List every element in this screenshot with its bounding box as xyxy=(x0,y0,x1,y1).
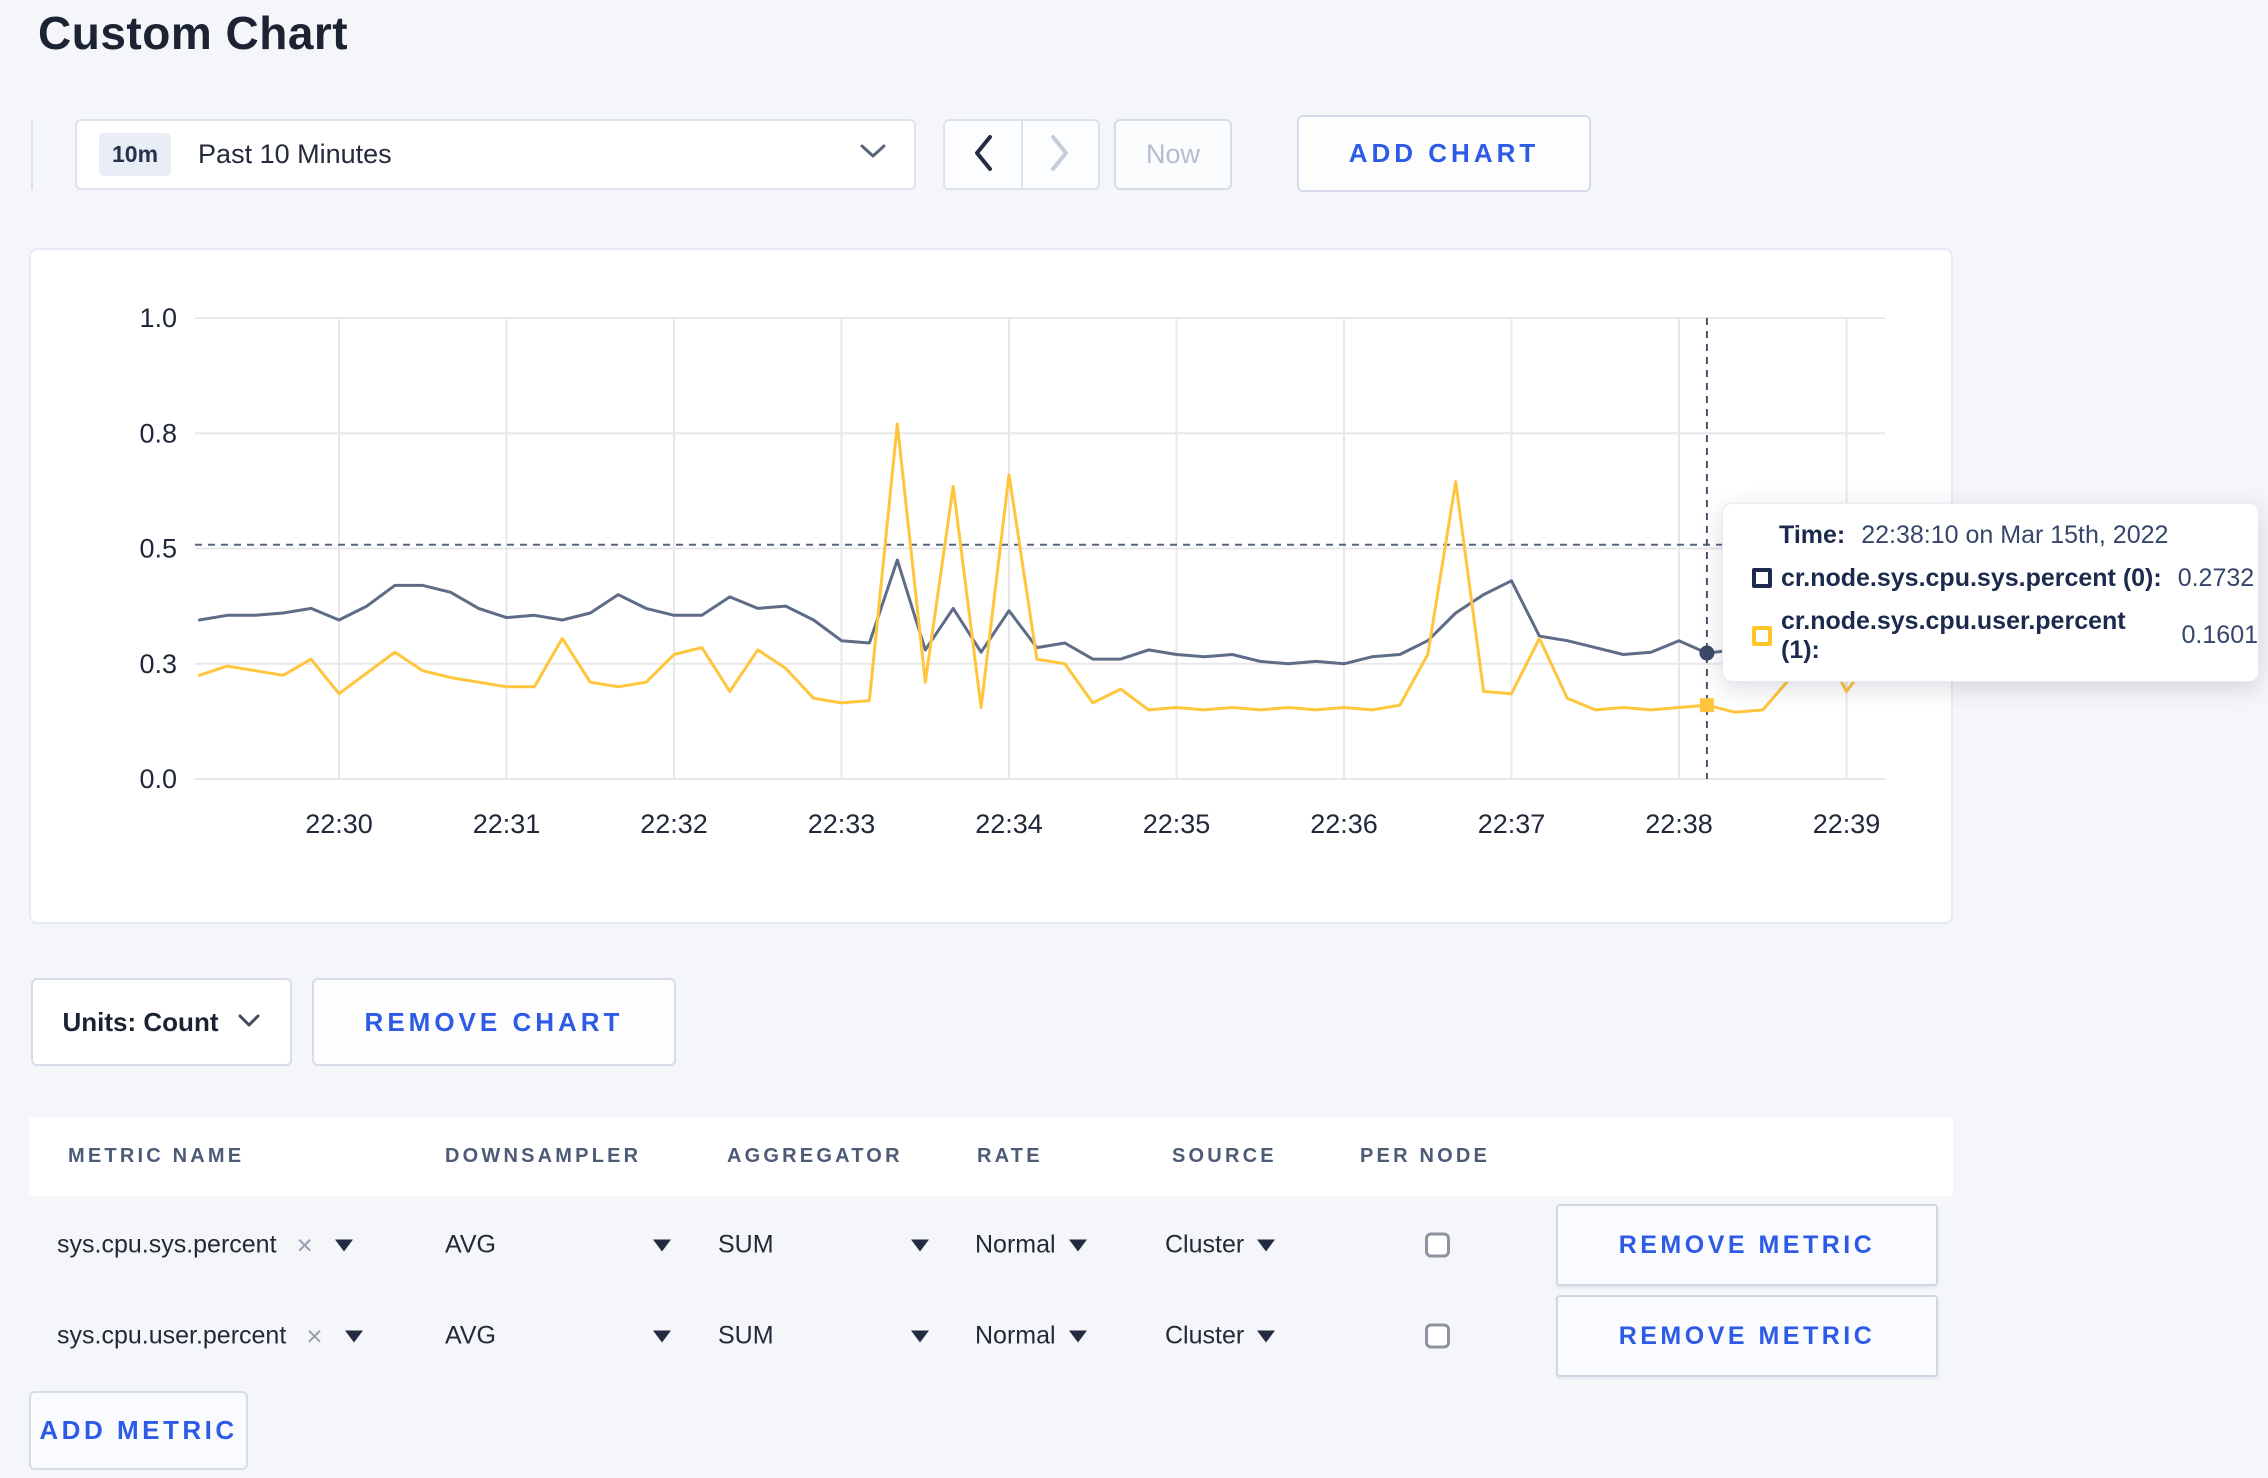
svg-text:22:31: 22:31 xyxy=(473,809,541,839)
svg-text:22:36: 22:36 xyxy=(1310,809,1378,839)
svg-text:22:37: 22:37 xyxy=(1478,809,1546,839)
col-header-source: SOURCE xyxy=(1172,1145,1277,1167)
source-value: Cluster xyxy=(1165,1321,1245,1350)
col-header-metric-name: METRIC NAME xyxy=(68,1145,245,1167)
caret-down-icon xyxy=(1068,1330,1087,1342)
downsampler-select[interactable]: AVG xyxy=(445,1322,671,1351)
time-pager xyxy=(943,119,1100,190)
aggregator-select[interactable]: SUM xyxy=(718,1322,929,1351)
units-label: Units: Count xyxy=(62,1006,219,1037)
source-select[interactable]: Cluster xyxy=(1165,1230,1276,1260)
rate-select[interactable]: Normal xyxy=(975,1231,1087,1260)
svg-text:22:32: 22:32 xyxy=(640,809,708,839)
svg-text:22:35: 22:35 xyxy=(1143,809,1211,839)
toolbar-divider xyxy=(31,119,33,190)
metric-table-row: sys.cpu.user.percent × AVG SUM Normal Cl… xyxy=(29,1294,1953,1378)
tooltip-series-value: 0.2732 xyxy=(2177,563,2255,592)
series-sys-swatch-icon xyxy=(1752,568,1772,588)
tooltip-series-row: cr.node.sys.cpu.sys.percent (0): 0.2732 xyxy=(1752,564,2258,593)
remove-chart-button[interactable]: REMOVE CHART xyxy=(312,978,676,1066)
tooltip-series-row: cr.node.sys.cpu.user.percent (1): 0.1601 xyxy=(1752,607,2258,665)
downsampler-value: AVG xyxy=(445,1321,496,1350)
caret-down-icon xyxy=(911,1239,929,1251)
col-header-per-node: PER NODE xyxy=(1360,1145,1491,1167)
chevron-right-icon xyxy=(1048,133,1072,176)
page-title: Custom Chart xyxy=(38,7,349,59)
svg-text:0.3: 0.3 xyxy=(139,649,177,679)
cpu-percent-chart[interactable]: 1.0 0.8 0.5 0.3 0.0 22:30 22:31 22:32 22:33 22:34… xyxy=(31,250,1951,922)
svg-text:22:33: 22:33 xyxy=(808,809,876,839)
chevron-left-icon xyxy=(971,133,995,176)
metric-name-select[interactable]: sys.cpu.sys.percent × xyxy=(57,1231,353,1260)
tooltip-time-row: Time: 22:38:10 on Mar 15th, 2022 xyxy=(1752,521,2258,550)
source-value: Cluster xyxy=(1165,1230,1245,1259)
close-icon[interactable]: × xyxy=(296,1229,313,1260)
svg-text:22:30: 22:30 xyxy=(305,809,373,839)
time-range-badge: 10m xyxy=(99,133,172,176)
col-header-aggregator: AGGREGATOR xyxy=(727,1145,903,1167)
per-node-checkbox[interactable] xyxy=(1425,1232,1450,1258)
col-header-rate: RATE xyxy=(977,1145,1043,1167)
metric-name-label: sys.cpu.sys.percent xyxy=(57,1230,277,1259)
metric-name-label: sys.cpu.user.percent xyxy=(57,1321,287,1350)
time-range-label: Past 10 Minutes xyxy=(198,139,392,169)
caret-down-icon xyxy=(1068,1239,1087,1251)
svg-text:22:34: 22:34 xyxy=(975,809,1043,839)
units-select[interactable]: Units: Count xyxy=(31,978,292,1066)
caret-down-icon xyxy=(653,1239,671,1251)
svg-text:1.0: 1.0 xyxy=(139,303,177,333)
close-icon[interactable]: × xyxy=(306,1320,323,1351)
tooltip-series-name: cr.node.sys.cpu.user.percent (1): xyxy=(1781,606,2126,664)
add-metric-button[interactable]: ADD METRIC xyxy=(29,1391,248,1470)
chevron-down-icon xyxy=(238,1014,260,1031)
source-select[interactable]: Cluster xyxy=(1165,1321,1276,1351)
metric-name-select[interactable]: sys.cpu.user.percent × xyxy=(57,1322,363,1351)
caret-down-icon xyxy=(1257,1239,1276,1251)
downsampler-value: AVG xyxy=(445,1230,496,1259)
svg-text:0.5: 0.5 xyxy=(139,534,177,564)
chart-tooltip: Time: 22:38:10 on Mar 15th, 2022 cr.node… xyxy=(1722,503,2259,682)
svg-text:22:38: 22:38 xyxy=(1645,809,1713,839)
svg-text:0.8: 0.8 xyxy=(139,418,177,448)
caret-down-icon xyxy=(344,1330,363,1342)
svg-text:0.0: 0.0 xyxy=(139,764,177,794)
aggregator-select[interactable]: SUM xyxy=(718,1231,929,1260)
rate-value: Normal xyxy=(975,1321,1056,1350)
caret-down-icon xyxy=(1257,1330,1276,1342)
chart-panel: 1.0 0.8 0.5 0.3 0.0 22:30 22:31 22:32 22:33 22:34… xyxy=(29,248,1953,924)
chevron-down-icon xyxy=(860,144,886,165)
series-user-swatch-icon xyxy=(1752,625,1772,646)
caret-down-icon xyxy=(334,1239,353,1251)
add-chart-button[interactable]: ADD CHART xyxy=(1297,115,1591,192)
tooltip-series-name: cr.node.sys.cpu.sys.percent (0): xyxy=(1781,563,2162,592)
svg-text:22:39: 22:39 xyxy=(1813,809,1881,839)
metric-table-row: sys.cpu.sys.percent × AVG SUM Normal Clu… xyxy=(29,1203,1953,1287)
tooltip-series-value: 0.1601 xyxy=(2181,621,2258,649)
aggregator-value: SUM xyxy=(718,1321,774,1350)
caret-down-icon xyxy=(911,1330,929,1342)
now-button[interactable]: Now xyxy=(1114,119,1232,190)
time-range-select[interactable]: 10m Past 10 Minutes xyxy=(75,119,916,190)
tooltip-time-value: 22:38:10 on Mar 15th, 2022 xyxy=(1861,520,2169,549)
rate-select[interactable]: Normal xyxy=(975,1322,1087,1351)
caret-down-icon xyxy=(653,1330,671,1342)
rate-value: Normal xyxy=(975,1230,1056,1259)
remove-metric-button[interactable]: REMOVE METRIC xyxy=(1556,1204,1938,1286)
downsampler-select[interactable]: AVG xyxy=(445,1231,671,1260)
time-prev-button[interactable] xyxy=(945,121,1021,188)
per-node-checkbox[interactable] xyxy=(1425,1323,1450,1349)
metrics-table-header: METRIC NAME DOWNSAMPLER AGGREGATOR RATE … xyxy=(29,1117,1953,1196)
aggregator-value: SUM xyxy=(718,1230,774,1259)
tooltip-time-label: Time: xyxy=(1779,520,1846,549)
remove-metric-button[interactable]: REMOVE METRIC xyxy=(1556,1295,1938,1377)
time-next-button[interactable] xyxy=(1020,121,1099,188)
col-header-downsampler: DOWNSAMPLER xyxy=(445,1145,642,1167)
